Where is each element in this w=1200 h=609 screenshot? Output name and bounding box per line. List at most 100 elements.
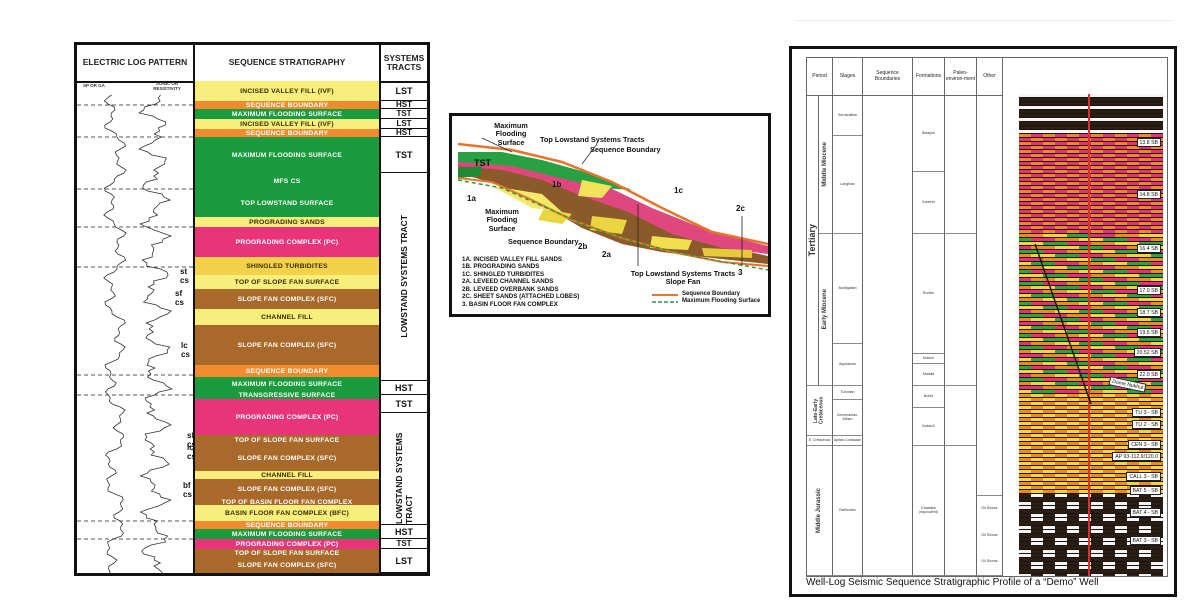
stage: Turonian bbox=[833, 386, 863, 400]
log-tag: bf cs bbox=[183, 481, 192, 499]
log-tag: sf cs bbox=[187, 431, 196, 449]
seismic-horizon-tag: CALL 3 - SB bbox=[1126, 472, 1161, 481]
strat-band: PROGRADING SANDS bbox=[195, 217, 379, 227]
strat-band: MAXIMUM FLOODING SURFACE bbox=[195, 137, 379, 173]
col-other: Other bbox=[977, 58, 1003, 96]
other-cell bbox=[977, 96, 1003, 496]
oil-shows: Oil Shows bbox=[981, 558, 998, 563]
seq-boundary-label: Sequence Boundary bbox=[590, 145, 661, 154]
seismic-horizon-tag: 20.52 SB bbox=[1133, 348, 1161, 357]
other-cell: Oil Shows Oil Shows Oil Shows bbox=[977, 496, 1003, 576]
seismic-horizon-tag: 19.5 SB bbox=[1136, 328, 1161, 337]
strat-band: SEQUENCE BOUNDARY bbox=[195, 101, 379, 109]
formation: Matulla bbox=[913, 364, 945, 386]
seq-boundary2-label: Sequence Boundary bbox=[508, 237, 579, 246]
strat-band: SLOPE FAN COMPLEX (SFC) bbox=[195, 479, 379, 499]
formation: Nukhul bbox=[913, 354, 945, 364]
stage: Aptian-Coniacian bbox=[833, 436, 863, 446]
sequence-boundaries-cells bbox=[863, 96, 913, 576]
strat-band: SEQUENCE BOUNDARY bbox=[195, 129, 379, 137]
systems-tract: LST bbox=[381, 119, 427, 129]
col-stages: Stages bbox=[833, 58, 863, 96]
num-1b: 1b bbox=[552, 180, 562, 189]
sonic-label: SONIC OR RESISTIVITY bbox=[153, 81, 181, 91]
num-3: 3 bbox=[738, 268, 743, 277]
systems-tract: TST bbox=[381, 109, 427, 119]
formation: Belayim bbox=[913, 96, 945, 172]
strat-band: PROGRADING COMPLEX (PC) bbox=[195, 227, 379, 257]
legend-item: 1B. PROGRADING SANDS bbox=[462, 263, 540, 271]
legend-list: 1A. INCISED VALLEY FILL SANDS 1B. PROGRAD… bbox=[462, 256, 579, 308]
paleo-cell bbox=[945, 446, 977, 576]
mfs-mid-label: Maximum Flooding Surface bbox=[485, 207, 519, 233]
strat-band: MAXIMUM FLOODING SURFACE bbox=[195, 109, 379, 119]
legend-item: 1C. SHINGLED TURBIDITES bbox=[462, 270, 545, 278]
num-1c: 1c bbox=[674, 186, 683, 195]
strat-band: TOP LOWSTAND SURFACE bbox=[195, 189, 379, 217]
paleo-cell bbox=[945, 234, 977, 386]
log-tag: st cs bbox=[180, 267, 189, 285]
systems-tract: LST bbox=[381, 81, 427, 101]
stage: Burdigalian bbox=[833, 234, 863, 344]
stage: Langhian bbox=[833, 136, 863, 234]
col-period: Period bbox=[807, 58, 833, 96]
log-tag: sf cs bbox=[175, 289, 184, 307]
oil-shows: Oil Shows bbox=[981, 506, 998, 511]
depositional-cross-section bbox=[457, 137, 768, 303]
well-log-seismic-profile: Period Stages Sequence Boundaries Format… bbox=[789, 46, 1177, 597]
systems-tract: HST bbox=[381, 128, 427, 137]
seismic-horizon-tag: 13.8 SB bbox=[1136, 138, 1161, 147]
seismic-horizon-tag: AP 93-112.9/120.0 bbox=[1112, 452, 1161, 461]
systems-tracts-column: SYSTEMS TRACTS LST HST TST LST HST TST LOWSTAN… bbox=[381, 45, 427, 573]
legend-sb: Sequence Boundary bbox=[682, 291, 741, 297]
oil-shows: Oil Shows bbox=[981, 532, 998, 537]
period-e-cretaceous: E. Cretaceous bbox=[807, 436, 833, 446]
formation: Nubia A bbox=[913, 408, 945, 446]
formation: Nubia bbox=[913, 386, 945, 408]
seismic-horizon-tag: 17.0 SB bbox=[1136, 286, 1161, 295]
formation: Khatatba (equivalent) bbox=[913, 446, 945, 576]
log-tag: lc cs bbox=[187, 443, 196, 461]
num-2c: 2c bbox=[736, 204, 745, 213]
formation: Kareem bbox=[913, 172, 945, 234]
strat-band: SLOPE FAN COMPLEX (SFC) bbox=[195, 445, 379, 471]
log-curves bbox=[77, 94, 193, 576]
legend-item: 2C. SHEET SANDS (ATTACHED LOBES) bbox=[462, 293, 580, 301]
strat-band: MAXIMUM FLOODING SURFACE bbox=[195, 377, 379, 391]
strat-band: MAXIMUM FLOODING SURFACE bbox=[195, 529, 379, 539]
legend-item: 3. BASIN FLOOR FAN COMPLEX bbox=[462, 300, 558, 308]
col-formations: Formations bbox=[913, 58, 945, 96]
strat-band: INCISED VALLEY FILL (IVF) bbox=[195, 119, 379, 129]
strat-band: TOP OF SLOPE FAN SURFACE bbox=[195, 275, 379, 289]
sequence-column: SEQUENCE STRATIGRAPHY INCISED VALLEY FIL… bbox=[195, 45, 381, 573]
log-tag: lc cs bbox=[181, 341, 190, 359]
seq-header: SEQUENCE STRATIGRAPHY bbox=[195, 45, 379, 83]
paleo-cell bbox=[945, 386, 977, 446]
log-header: ELECTRIC LOG PATTERN bbox=[77, 45, 193, 83]
seismic-horizon-tag: TU 2 - SB bbox=[1132, 420, 1161, 429]
separator-line bbox=[794, 20, 1174, 21]
seismic-horizon-tag: BAT 3 - SB bbox=[1129, 536, 1161, 545]
sequence-stratigraphy-chart: ELECTRIC LOG PATTERN SP OR GA SONIC OR R… bbox=[74, 42, 430, 576]
top-lst-label: Top Lowstand Systems Tracts bbox=[540, 135, 645, 144]
seismic-horizon-tag: BAT 5 - SB bbox=[1129, 486, 1161, 495]
period-tertiary: Tertiary bbox=[807, 96, 819, 386]
systems-tract: HST bbox=[381, 381, 427, 395]
legend-item: 2B. LEVEED OVERBANK SANDS bbox=[462, 285, 559, 293]
strat-band: CHANNEL FILL bbox=[195, 471, 379, 479]
systems-tract: TST bbox=[381, 539, 427, 549]
tracts-header: SYSTEMS TRACTS bbox=[381, 45, 427, 83]
seismic-horizon-tag: 18.7 SB bbox=[1136, 308, 1161, 317]
slope-fan-label: Top Lowstand Systems Tracts Slope Fan bbox=[630, 269, 736, 287]
systems-tract: LOWSTAND SYSTEMS TRACT bbox=[381, 413, 427, 525]
stage: Cenomanian-Albian bbox=[833, 400, 863, 436]
stage: Aquitanian bbox=[833, 344, 863, 386]
strat-band: SHINGLED TURBIDITES bbox=[195, 257, 379, 275]
paleo-cell bbox=[945, 96, 977, 234]
seismic-horizon-tag: TU 3 - SB bbox=[1132, 408, 1161, 417]
strat-band: INCISED VALLEY FILL (IVF) bbox=[195, 81, 379, 101]
systems-tract: LST bbox=[381, 549, 427, 573]
strat-band: PROGRADING COMPLEX (PC) bbox=[195, 539, 379, 549]
legend-item: 2A. LEVEED CHANNEL SANDS bbox=[462, 278, 554, 286]
profile-caption: Well-Log Seismic Sequence Stratigraphic … bbox=[806, 577, 1099, 588]
